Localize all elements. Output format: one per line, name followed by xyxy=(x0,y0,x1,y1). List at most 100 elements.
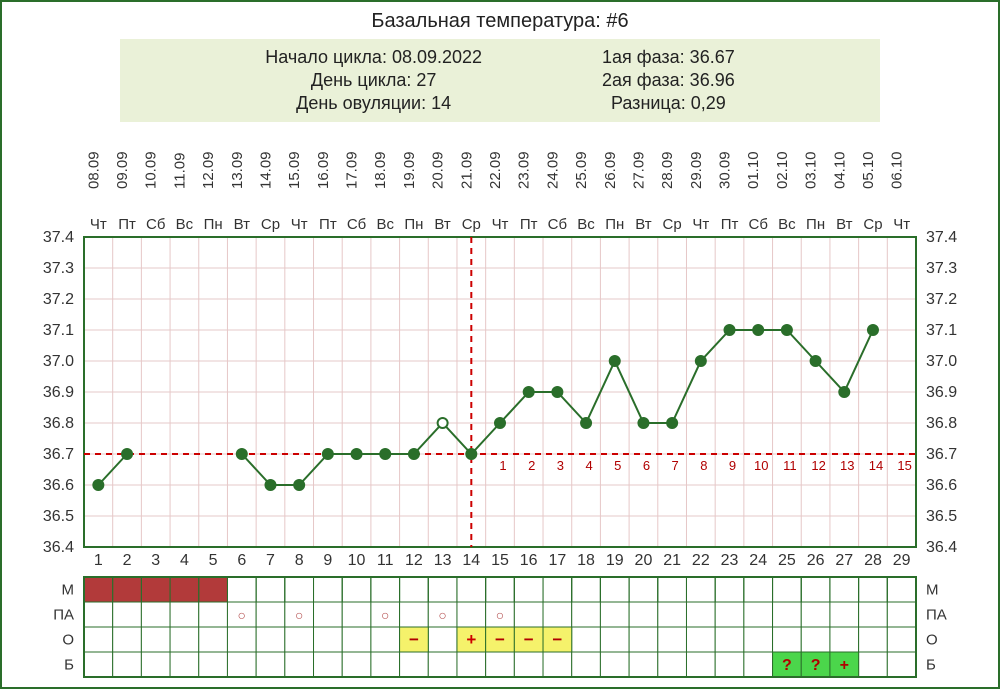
svg-text:Пт: Пт xyxy=(520,216,538,233)
svg-text:05.10: 05.10 xyxy=(860,151,877,189)
svg-text:15: 15 xyxy=(897,458,911,473)
svg-text:36.5: 36.5 xyxy=(926,508,957,525)
svg-text:Б: Б xyxy=(64,657,74,674)
svg-text:30.09: 30.09 xyxy=(717,151,734,189)
svg-text:11.09: 11.09 xyxy=(171,153,188,189)
svg-text:3: 3 xyxy=(557,458,564,473)
svg-text:14: 14 xyxy=(462,552,480,569)
svg-text:Ср: Ср xyxy=(462,216,481,233)
svg-text:17.09: 17.09 xyxy=(344,151,361,189)
svg-text:Ср: Ср xyxy=(863,216,882,233)
svg-text:16: 16 xyxy=(520,552,538,569)
svg-text:37.4: 37.4 xyxy=(926,229,957,246)
chart-title: Базальная температура: #6 xyxy=(6,6,994,39)
svg-text:Пн: Пн xyxy=(605,216,624,233)
svg-text:○: ○ xyxy=(496,607,504,623)
svg-text:Ср: Ср xyxy=(663,216,682,233)
svg-text:Ср: Ср xyxy=(261,216,280,233)
svg-text:37.1: 37.1 xyxy=(926,322,957,339)
chart-area: 37.437.437.337.337.237.237.137.137.037.0… xyxy=(6,142,994,682)
svg-text:12: 12 xyxy=(405,552,423,569)
svg-text:36.7: 36.7 xyxy=(926,446,957,463)
bbt-chart: 37.437.437.337.337.237.237.137.137.037.0… xyxy=(10,142,990,682)
svg-text:36.8: 36.8 xyxy=(43,415,74,432)
svg-text:Вт: Вт xyxy=(635,216,652,233)
svg-text:37.0: 37.0 xyxy=(43,353,74,370)
svg-text:6: 6 xyxy=(643,458,650,473)
svg-text:23.09: 23.09 xyxy=(516,151,533,189)
svg-text:17: 17 xyxy=(548,552,566,569)
svg-text:Чт: Чт xyxy=(90,216,107,233)
svg-text:Пт: Пт xyxy=(118,216,136,233)
svg-text:10.09: 10.09 xyxy=(143,151,160,189)
svg-text:37.3: 37.3 xyxy=(926,260,957,277)
cycle-start: Начало цикла: 08.09.2022 xyxy=(265,47,482,68)
svg-text:−: − xyxy=(409,630,419,649)
svg-text:○: ○ xyxy=(381,607,389,623)
info-box: Начало цикла: 08.09.2022 День цикла: 27 … xyxy=(120,39,880,122)
svg-text:14: 14 xyxy=(869,458,883,473)
phase2: 2ая фаза: 36.96 xyxy=(602,70,735,91)
svg-text:28: 28 xyxy=(864,552,882,569)
svg-text:12: 12 xyxy=(811,458,825,473)
svg-text:8: 8 xyxy=(700,458,707,473)
svg-text:25.09: 25.09 xyxy=(573,151,590,189)
svg-text:36.4: 36.4 xyxy=(43,539,74,556)
svg-text:26.09: 26.09 xyxy=(602,151,619,189)
svg-text:Пт: Пт xyxy=(319,216,337,233)
svg-text:1: 1 xyxy=(499,458,506,473)
svg-text:12.09: 12.09 xyxy=(200,151,217,189)
chart-page: Базальная температура: #6 Начало цикла: … xyxy=(0,0,1000,689)
svg-text:18.09: 18.09 xyxy=(372,151,389,189)
svg-text:Сб: Сб xyxy=(347,216,366,233)
svg-text:37.4: 37.4 xyxy=(43,229,74,246)
svg-text:1: 1 xyxy=(94,552,103,569)
svg-text:Сб: Сб xyxy=(548,216,567,233)
svg-text:Вт: Вт xyxy=(234,216,251,233)
svg-text:14.09: 14.09 xyxy=(257,151,274,189)
svg-text:3: 3 xyxy=(151,552,160,569)
svg-text:26: 26 xyxy=(807,552,825,569)
svg-text:28.09: 28.09 xyxy=(659,151,676,189)
svg-text:02.10: 02.10 xyxy=(774,151,791,189)
svg-text:09.09: 09.09 xyxy=(114,151,131,189)
svg-text:?: ? xyxy=(811,657,821,674)
svg-text:ПА: ПА xyxy=(53,607,74,624)
svg-text:2: 2 xyxy=(528,458,535,473)
svg-text:36.8: 36.8 xyxy=(926,415,957,432)
svg-text:36.9: 36.9 xyxy=(926,384,957,401)
svg-text:36.4: 36.4 xyxy=(926,539,957,556)
svg-text:25: 25 xyxy=(778,552,796,569)
svg-text:06.10: 06.10 xyxy=(889,151,906,189)
svg-text:36.7: 36.7 xyxy=(43,446,74,463)
svg-text:−: − xyxy=(552,630,562,649)
svg-text:20: 20 xyxy=(635,552,653,569)
svg-text:29: 29 xyxy=(893,552,911,569)
svg-text:−: − xyxy=(495,630,505,649)
svg-text:Пн: Пн xyxy=(806,216,825,233)
svg-text:36.9: 36.9 xyxy=(43,384,74,401)
phase-diff: Разница: 0,29 xyxy=(602,93,735,114)
ovulation-day: День овуляции: 14 xyxy=(265,93,482,114)
svg-text:5: 5 xyxy=(209,552,218,569)
svg-text:О: О xyxy=(62,632,74,649)
svg-text:13: 13 xyxy=(434,552,452,569)
svg-text:+: + xyxy=(466,630,476,649)
cycle-day: День цикла: 27 xyxy=(265,70,482,91)
svg-text:−: − xyxy=(524,630,534,649)
svg-text:Вт: Вт xyxy=(836,216,853,233)
svg-text:Б: Б xyxy=(926,657,936,674)
svg-text:37.3: 37.3 xyxy=(43,260,74,277)
svg-text:Вс: Вс xyxy=(376,216,394,233)
svg-text:21.09: 21.09 xyxy=(458,151,475,189)
svg-text:13: 13 xyxy=(840,458,854,473)
svg-text:04.10: 04.10 xyxy=(831,151,848,189)
svg-text:М: М xyxy=(62,582,75,599)
svg-text:О: О xyxy=(926,632,938,649)
phase1: 1ая фаза: 36.67 xyxy=(602,47,735,68)
svg-text:7: 7 xyxy=(266,552,275,569)
svg-text:7: 7 xyxy=(672,458,679,473)
svg-text:22: 22 xyxy=(692,552,710,569)
svg-text:Пн: Пн xyxy=(204,216,223,233)
svg-text:27: 27 xyxy=(835,552,853,569)
